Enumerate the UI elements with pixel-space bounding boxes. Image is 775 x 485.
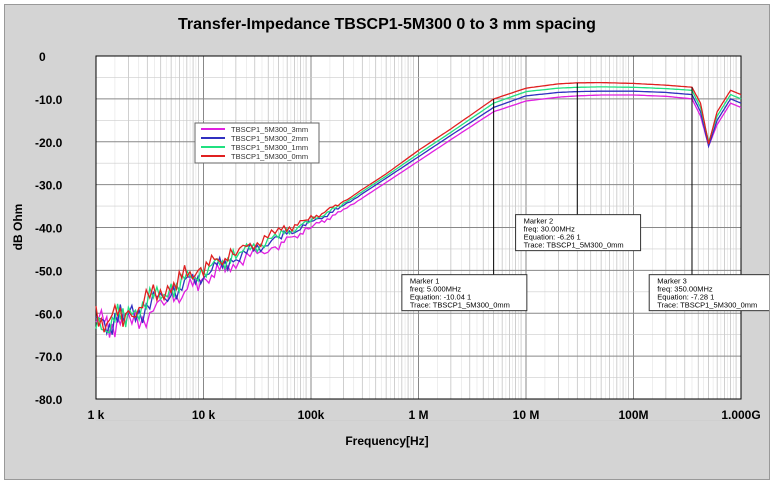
marker-box <box>648 274 769 312</box>
marker-text: Trace: TBSCP1_5M300_0mm <box>657 301 757 310</box>
marker-box <box>515 214 642 252</box>
x-axis-label: Frequency[Hz] <box>345 434 428 448</box>
x-tick-label: 100M <box>618 408 648 422</box>
transfer-impedance-chart: 1 k 10 k 100k 1 M 10 M 100M 1.000G 0 -10.0 -20.0 -… <box>11 16 769 448</box>
x-tick-label: 1 M <box>408 408 428 422</box>
marker-text: Equation: -6.26 1 <box>524 233 581 242</box>
x-tick-label: 100k <box>298 408 325 422</box>
legend-label: TBSCP1_5M300_1mm <box>231 143 308 152</box>
x-tick-label: 1.000G <box>721 408 760 422</box>
marker-text: freq: 5.000MHz <box>410 285 462 294</box>
series-line-TBSCP1_5M300_3mm <box>95 94 742 338</box>
y-tick-label: 0 <box>39 50 46 64</box>
marker-text: Trace: TBSCP1_5M300_0mm <box>524 241 624 250</box>
legend-label: TBSCP1_5M300_0mm <box>231 152 308 161</box>
x-tick-label: 10 k <box>192 408 216 422</box>
marker-text: Marker 3 <box>657 277 687 286</box>
y-tick-label: -40.0 <box>35 222 63 236</box>
y-tick-label: -50.0 <box>35 264 63 278</box>
y-tick-label: -70.0 <box>35 350 63 364</box>
marker-text: Marker 1 <box>410 277 440 286</box>
chart-title: Transfer-Impedance TBSCP1-5M300 0 to 3 m… <box>178 16 596 33</box>
marker-text: Equation: -7.28 1 <box>657 293 714 302</box>
plot-border <box>95 55 742 400</box>
marker-text: Trace: TBSCP1_5M300_0mm <box>410 301 510 310</box>
y-tick-label: -10.0 <box>35 93 63 107</box>
series-line-TBSCP1_5M300_2mm <box>95 90 742 337</box>
legend-label: TBSCP1_5M300_3mm <box>231 125 308 134</box>
x-tick-label: 10 M <box>513 408 540 422</box>
marker-text: freq: 350.00MHz <box>657 285 713 294</box>
y-axis-label: dB Ohm <box>11 204 25 251</box>
y-tick-label: -80.0 <box>35 393 63 407</box>
chart-window: 1 k 10 k 100k 1 M 10 M 100M 1.000G 0 -10.0 -20.0 -… <box>4 4 770 480</box>
marker-box <box>401 274 528 312</box>
series-line-TBSCP1_5M300_0mm <box>95 81 742 333</box>
marker-text: Equation: -10.04 1 <box>410 293 471 302</box>
y-tick-label: -30.0 <box>35 179 63 193</box>
y-tick-label: -60.0 <box>35 307 63 321</box>
legend-label: TBSCP1_5M300_2mm <box>231 134 308 143</box>
x-tick-label: 1 k <box>88 408 105 422</box>
y-tick-label: -20.0 <box>35 136 63 150</box>
marker-text: Marker 2 <box>524 217 554 226</box>
marker-text: freq: 30.00MHz <box>524 225 576 234</box>
